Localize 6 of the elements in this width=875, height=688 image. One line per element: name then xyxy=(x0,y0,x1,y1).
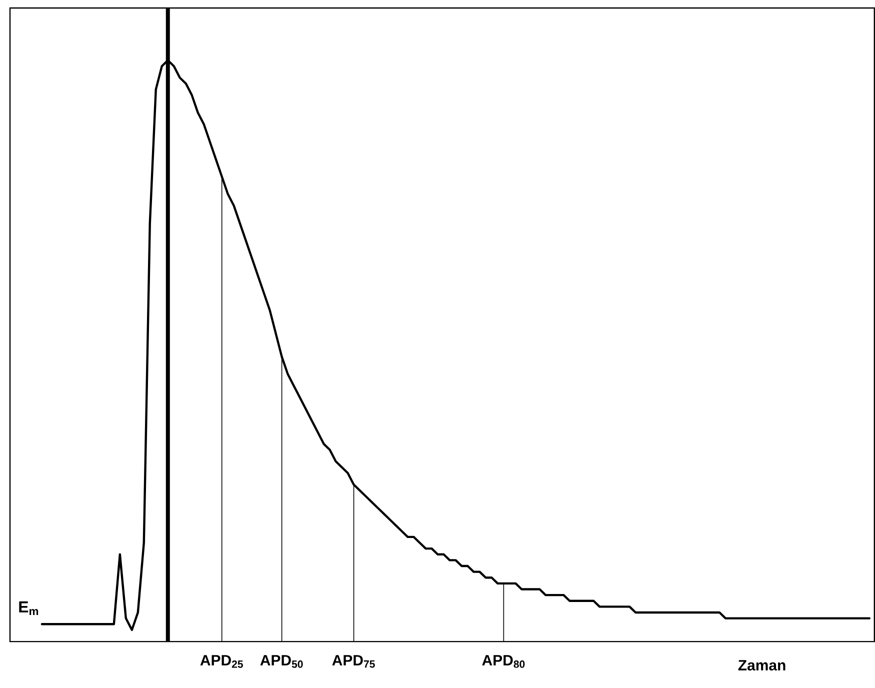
x-tick-label: APD$_{50}$ xyxy=(260,655,303,668)
x-tick-label: APD$_{25}$ xyxy=(200,655,243,668)
x-tick-label: APD$_{75}$ xyxy=(332,655,375,668)
x-axis-title: Zaman xyxy=(738,660,786,671)
x-tick-label: APD$_{80}$ xyxy=(482,655,525,668)
y-axis-title: E$_{m}$ xyxy=(19,602,38,616)
